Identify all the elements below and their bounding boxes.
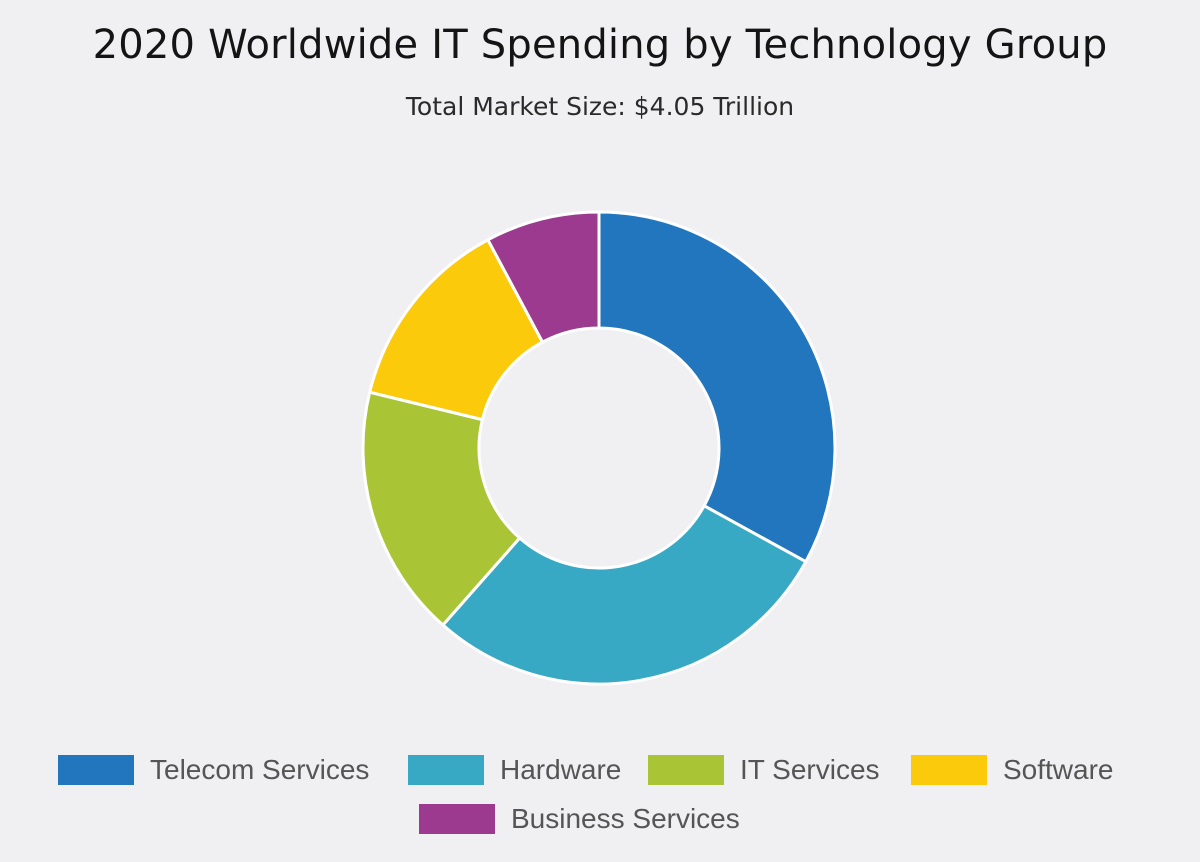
legend-label-telecom-services: Telecom Services: [150, 754, 370, 785]
legend-swatch-software: [911, 755, 987, 785]
legend-item-hardware[interactable]: Hardware: [408, 752, 621, 788]
legend-label-it-services: IT Services: [740, 754, 880, 785]
legend-swatch-it-services: [648, 755, 724, 785]
legend-item-business-services[interactable]: Business Services: [419, 801, 740, 837]
donut-slice-telecom-services[interactable]: [597, 210, 837, 564]
legend-swatch-business-services: [419, 804, 495, 834]
donut-slice-business-services[interactable]: [486, 210, 601, 344]
legend-item-telecom-services[interactable]: Telecom Services: [58, 752, 369, 788]
chart-subtitle: Total Market Size: $4.05 Trillion: [405, 92, 795, 121]
legend-swatch-hardware: [408, 755, 484, 785]
legend-label-business-services: Business Services: [511, 803, 740, 834]
donut-slice-it-services[interactable]: [361, 390, 522, 627]
legend-label-software: Software: [1003, 754, 1114, 785]
legend-item-it-services[interactable]: IT Services: [648, 752, 880, 788]
legend-item-software[interactable]: Software: [911, 752, 1114, 788]
legend-label-hardware: Hardware: [500, 754, 622, 785]
chart-title: 2020 Worldwide IT Spending by Technology…: [92, 22, 1108, 68]
legend-swatch-telecom-services: [58, 755, 134, 785]
donut-slice-hardware[interactable]: [441, 504, 808, 686]
